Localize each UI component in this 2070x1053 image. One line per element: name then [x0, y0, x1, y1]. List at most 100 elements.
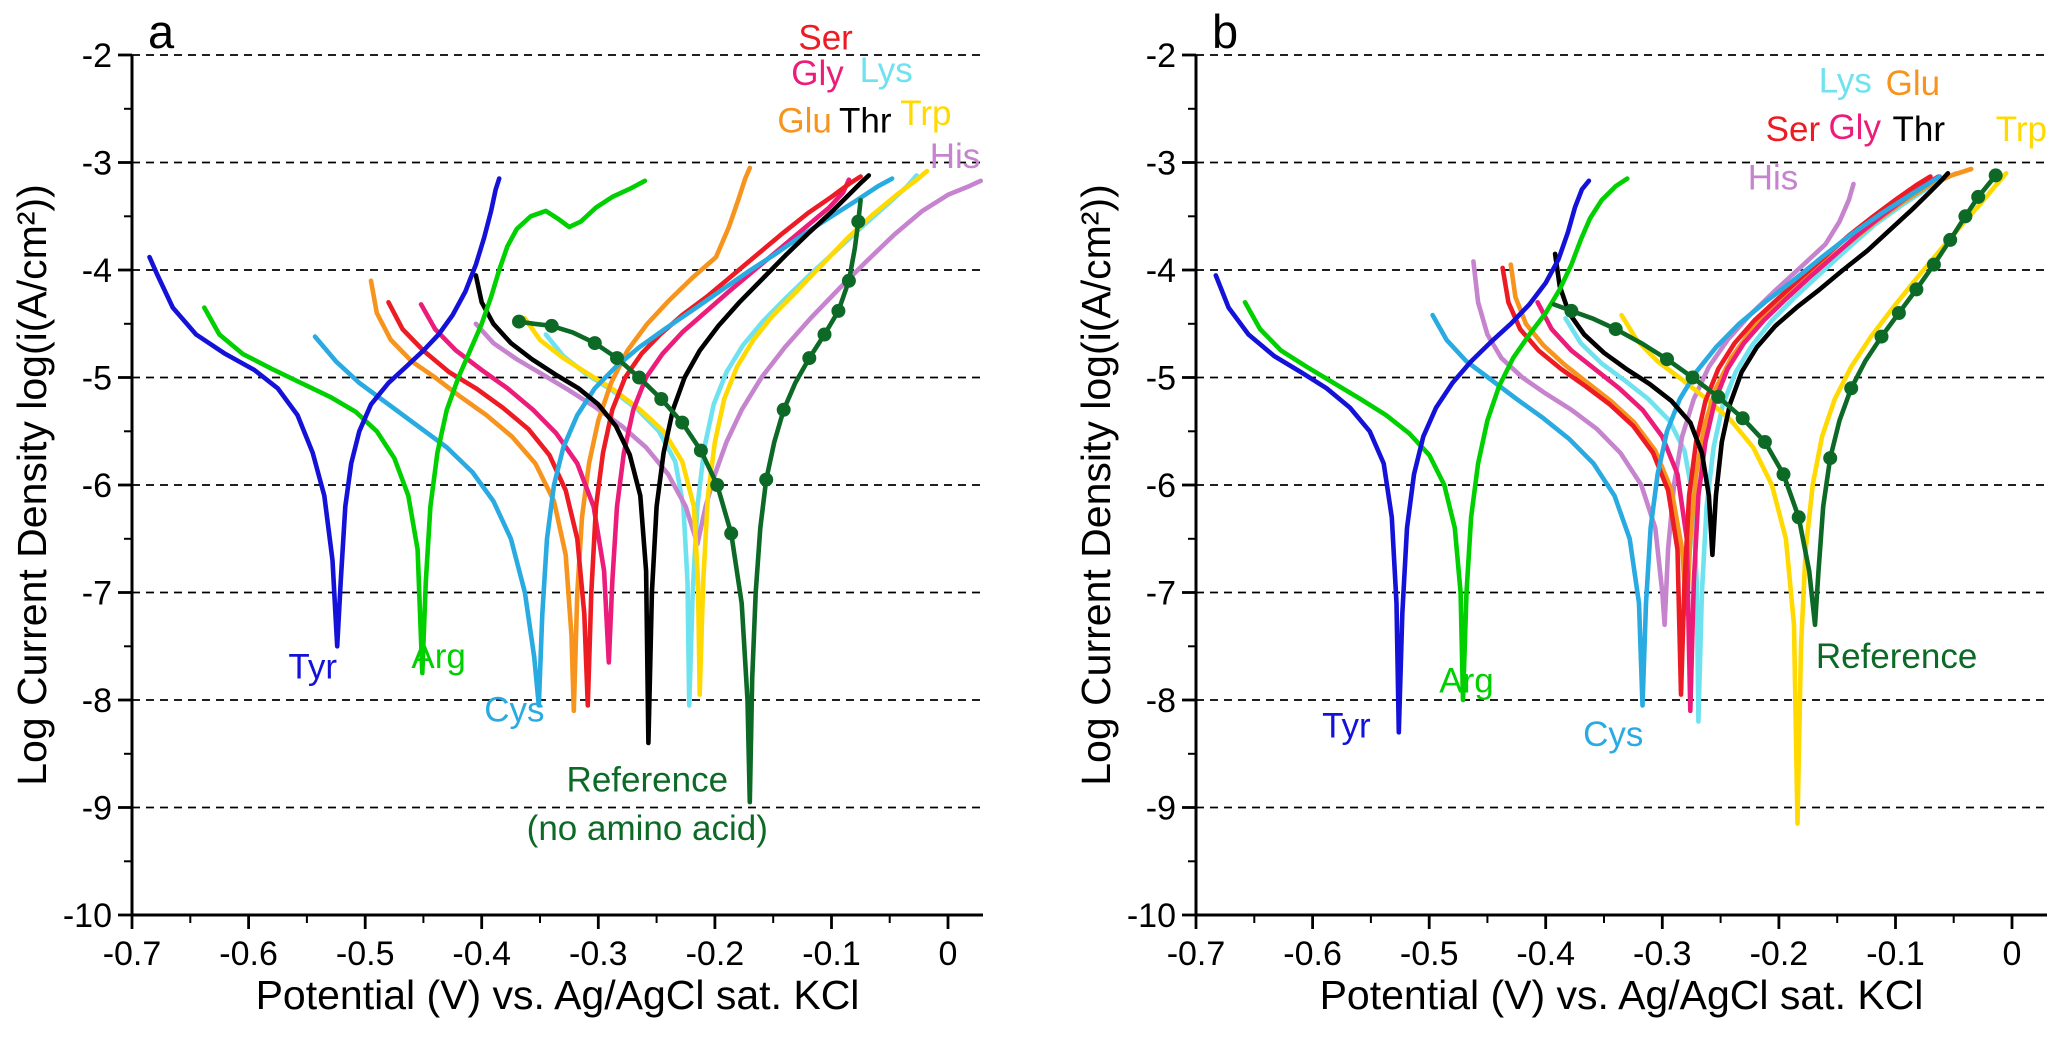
y-tick-label: -9 — [1146, 790, 1176, 828]
y-tick-label: -5 — [1146, 360, 1176, 398]
curve-label-no-amino-acid: (no amino acid) — [527, 809, 768, 848]
curve-cys — [312, 176, 895, 708]
curve-marker-reference — [841, 273, 856, 288]
curve-marker-reference — [544, 318, 559, 333]
x-tick-label: -0.3 — [569, 935, 628, 973]
curve-marker-reference — [1823, 451, 1838, 466]
curve-marker-reference — [724, 526, 739, 541]
curve-label-lys: Lys — [860, 51, 913, 90]
curve-ser — [386, 174, 863, 708]
x-tick-label: 0 — [939, 935, 958, 973]
y-tick-label: -8 — [82, 682, 112, 720]
curve-his — [473, 178, 983, 547]
panel-letter-a: a — [148, 5, 175, 58]
curve-label-tyr: Tyr — [1322, 707, 1371, 746]
y-tick-label: -10 — [1127, 897, 1176, 935]
y-tick-label: -2 — [82, 37, 112, 75]
curve-label-cys: Cys — [484, 691, 544, 730]
y-axis-title: Log Current Density log(i(A/cm²)) — [1073, 184, 1119, 786]
y-tick-label: -7 — [1146, 575, 1176, 613]
curve-marker-reference — [632, 370, 647, 385]
curve-marker-reference — [675, 415, 690, 430]
x-tick-label: -0.5 — [336, 935, 395, 973]
y-tick-label: -2 — [1146, 37, 1176, 75]
curve-thr — [473, 173, 872, 746]
curve-label-gly: Gly — [1828, 108, 1881, 147]
curve-marker-reference — [1776, 467, 1791, 482]
curve-label-ser: Ser — [798, 19, 853, 58]
curve-label-reference: Reference — [567, 760, 728, 799]
y-tick-label: -4 — [1146, 252, 1176, 290]
panel-b: -0.7 -0.6 -0.5 -0.4 -0.3 -0.2 -0.1 0 -10 -9 -8 -7 -6… — [1073, 5, 2047, 1018]
curve-marker-reference — [1926, 257, 1941, 272]
y-tick-label: -10 — [63, 897, 112, 935]
curve-gly — [418, 177, 852, 665]
curve-label-lys: Lys — [1819, 62, 1872, 101]
curve-marker-reference — [1735, 411, 1750, 426]
curve-marker-reference — [1971, 189, 1986, 204]
curve-marker-reference — [1988, 168, 2003, 183]
x-tick-label: -0.5 — [1400, 935, 1459, 973]
x-axis-title: Potential (V) vs. Ag/AgCl sat. KCl — [1320, 972, 1924, 1018]
curve-label-cys: Cys — [1583, 715, 1643, 754]
curve-label-tyr: Tyr — [288, 648, 337, 687]
curve-glu — [368, 165, 753, 714]
curve-marker-reference — [776, 402, 791, 417]
curve-marker-reference — [610, 351, 624, 366]
curve-tyr — [147, 176, 502, 649]
curve-label-thr: Thr — [1893, 110, 1946, 149]
curve-marker-reference — [710, 478, 725, 492]
x-tick-label: -0.6 — [219, 935, 278, 973]
curve-label-gly: Gly — [791, 54, 844, 93]
curve-label-his: His — [1748, 158, 1799, 197]
y-tick-label: -4 — [82, 252, 112, 290]
curve-gly — [1535, 174, 1941, 714]
y-tick-label: -5 — [82, 360, 112, 398]
x-tick-label: -0.3 — [1633, 935, 1692, 973]
curve-marker-reference — [1958, 209, 1973, 224]
x-tick-label: -0.1 — [1866, 935, 1925, 973]
y-tick-label: -6 — [82, 467, 112, 505]
curve-marker-reference — [759, 472, 774, 487]
curve-glu — [1508, 166, 1974, 617]
x-tick-label: -0.2 — [1750, 935, 1809, 973]
curve-marker-reference — [851, 214, 866, 229]
x-tick-label: -0.4 — [452, 935, 511, 973]
y-tick-label: -3 — [1146, 145, 1176, 183]
curve-label-trp: Trp — [900, 94, 951, 133]
curve-marker-reference — [1660, 352, 1674, 367]
curve-label-reference: Reference — [1816, 637, 1977, 676]
y-tick-label: -7 — [82, 575, 112, 613]
y-tick-label: -8 — [1146, 682, 1176, 720]
curve-marker-reference — [802, 351, 817, 366]
x-tick-label: 0 — [2003, 935, 2022, 973]
curve-marker-reference — [1757, 435, 1772, 449]
curve-marker-reference — [1844, 381, 1859, 396]
curve-marker-reference — [1874, 329, 1889, 344]
curve-reference — [516, 197, 863, 805]
curve-cys — [1430, 174, 1943, 708]
curve-marker-reference — [1909, 282, 1924, 297]
curve-marker-reference — [693, 443, 708, 458]
curve-label-arg: Arg — [411, 637, 465, 676]
curve-tyr — [1213, 178, 1592, 735]
y-tick-label: -6 — [1146, 467, 1176, 505]
x-tick-label: -0.2 — [686, 935, 745, 973]
curve-marker-reference — [654, 392, 669, 406]
curve-label-glu: Glu — [1886, 64, 1940, 103]
curve-label-arg: Arg — [1439, 662, 1493, 701]
y-tick-label: -9 — [82, 790, 112, 828]
x-axis-title: Potential (V) vs. Ag/AgCl sat. KCl — [256, 972, 860, 1018]
curve-marker-reference — [831, 303, 846, 318]
curve-arg — [202, 178, 648, 676]
curve-label-thr: Thr — [839, 101, 892, 140]
curve-trp — [522, 168, 930, 697]
curve-marker-reference — [587, 336, 602, 351]
x-tick-label: -0.7 — [103, 935, 162, 973]
curve-label-ser: Ser — [1766, 110, 1821, 149]
curve-marker-reference — [1564, 303, 1579, 318]
x-tick-label: -0.6 — [1283, 935, 1342, 973]
curve-label-glu: Glu — [777, 101, 831, 140]
